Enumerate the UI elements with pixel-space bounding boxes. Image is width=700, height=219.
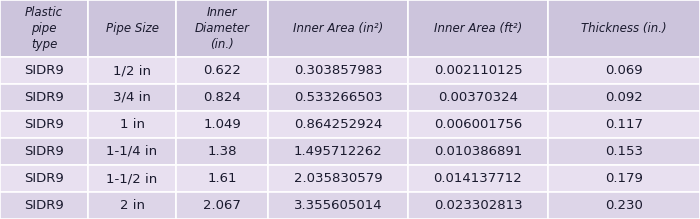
Bar	[176, 57, 268, 84]
Text: 1/2 in: 1/2 in	[113, 64, 151, 77]
Text: 0.824: 0.824	[203, 91, 241, 104]
Bar	[548, 138, 700, 165]
Bar	[408, 192, 548, 219]
Bar	[176, 0, 268, 57]
Text: 0.002110125: 0.002110125	[434, 64, 522, 77]
Bar	[408, 138, 548, 165]
Bar	[176, 138, 268, 165]
Text: 0.117: 0.117	[605, 118, 643, 131]
Text: 0.153: 0.153	[605, 145, 643, 158]
Bar	[176, 111, 268, 138]
Bar	[88, 0, 176, 57]
Bar	[408, 111, 548, 138]
Text: SIDR9: SIDR9	[24, 64, 64, 77]
Text: 0.533266503: 0.533266503	[294, 91, 382, 104]
Text: 0.006001756: 0.006001756	[434, 118, 522, 131]
Bar	[88, 84, 176, 111]
Text: Inner Area (ft²): Inner Area (ft²)	[434, 22, 522, 35]
Bar	[176, 84, 268, 111]
Bar	[408, 0, 548, 57]
Text: 3/4 in: 3/4 in	[113, 91, 151, 104]
Bar	[548, 192, 700, 219]
Bar	[0, 84, 88, 111]
Text: 3.355605014: 3.355605014	[294, 199, 382, 212]
Bar	[0, 138, 88, 165]
Bar	[548, 84, 700, 111]
Bar	[408, 165, 548, 192]
Bar	[408, 84, 548, 111]
Bar	[0, 165, 88, 192]
Text: Thickness (in.): Thickness (in.)	[581, 22, 667, 35]
Text: SIDR9: SIDR9	[24, 118, 64, 131]
Bar	[0, 57, 88, 84]
Text: Inner Area (in²): Inner Area (in²)	[293, 22, 383, 35]
Bar	[88, 111, 176, 138]
Text: 1-1/4 in: 1-1/4 in	[106, 145, 158, 158]
Bar	[408, 57, 548, 84]
Bar	[268, 165, 408, 192]
Text: Plastic
pipe
type: Plastic pipe type	[25, 6, 63, 51]
Bar	[0, 192, 88, 219]
Text: 0.023302813: 0.023302813	[434, 199, 522, 212]
Bar	[268, 84, 408, 111]
Bar	[548, 165, 700, 192]
Bar	[0, 111, 88, 138]
Bar	[88, 138, 176, 165]
Bar	[268, 111, 408, 138]
Bar	[88, 192, 176, 219]
Text: 1.049: 1.049	[203, 118, 241, 131]
Bar	[268, 0, 408, 57]
Text: 2 in: 2 in	[120, 199, 144, 212]
Bar	[548, 0, 700, 57]
Bar	[88, 57, 176, 84]
Text: 0.179: 0.179	[605, 172, 643, 185]
Text: SIDR9: SIDR9	[24, 145, 64, 158]
Bar	[548, 111, 700, 138]
Text: SIDR9: SIDR9	[24, 91, 64, 104]
Bar	[268, 138, 408, 165]
Text: Inner
Diameter
(in.): Inner Diameter (in.)	[195, 6, 249, 51]
Bar	[548, 57, 700, 84]
Bar	[0, 0, 88, 57]
Text: Pipe Size: Pipe Size	[106, 22, 158, 35]
Text: 0.014137712: 0.014137712	[433, 172, 522, 185]
Text: 1.495712262: 1.495712262	[293, 145, 382, 158]
Text: 0.092: 0.092	[605, 91, 643, 104]
Text: 0.622: 0.622	[203, 64, 241, 77]
Text: 1.61: 1.61	[207, 172, 237, 185]
Text: 2.067: 2.067	[203, 199, 241, 212]
Bar	[88, 165, 176, 192]
Text: 1 in: 1 in	[120, 118, 144, 131]
Text: 0.069: 0.069	[606, 64, 643, 77]
Text: 0.864252924: 0.864252924	[294, 118, 382, 131]
Bar	[176, 192, 268, 219]
Text: 2.035830579: 2.035830579	[294, 172, 382, 185]
Text: 1.38: 1.38	[207, 145, 237, 158]
Bar	[268, 57, 408, 84]
Text: 0.00370324: 0.00370324	[438, 91, 518, 104]
Text: 1-1/2 in: 1-1/2 in	[106, 172, 158, 185]
Text: 0.230: 0.230	[605, 199, 643, 212]
Text: 0.303857983: 0.303857983	[294, 64, 382, 77]
Bar	[176, 165, 268, 192]
Text: 0.010386891: 0.010386891	[434, 145, 522, 158]
Text: SIDR9: SIDR9	[24, 199, 64, 212]
Text: SIDR9: SIDR9	[24, 172, 64, 185]
Bar	[268, 192, 408, 219]
